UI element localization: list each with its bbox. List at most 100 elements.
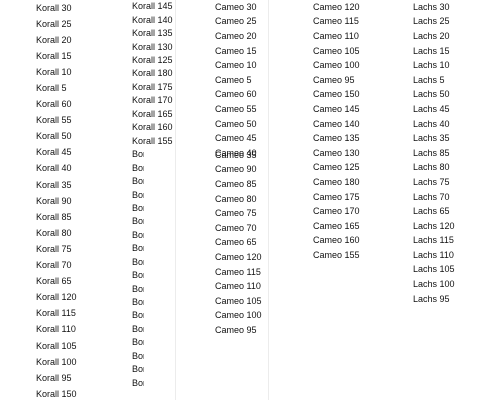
color-swatch-row: Korall 40 (0, 161, 77, 177)
color-swatch-row: Korall 70 (0, 258, 77, 274)
color-label: Cameo 125 (313, 162, 360, 173)
color-label: Korall 150 (36, 388, 77, 399)
color-label: Cameo 115 (215, 266, 261, 277)
color-swatch-row: Cameo 155 (270, 248, 360, 263)
color-swatch-row: Bordeaux 65 (90, 376, 144, 389)
color-swatch-row: Cameo 95 (178, 323, 262, 338)
color-swatch-row: Cameo 130 (270, 146, 360, 161)
color-label: Cameo 25 (215, 16, 257, 27)
color-label: Cameo 120 (313, 1, 360, 12)
color-swatch-row: Lachs 65 (370, 204, 455, 219)
color-swatch-row: Lachs 45 (370, 102, 455, 117)
color-label: Korall 25 (36, 18, 72, 29)
color-label: Korall 135 (132, 28, 173, 39)
color-swatch-row: Bordeaux 30 (90, 148, 144, 161)
color-label: Cameo 70 (215, 222, 257, 233)
color-label: Lachs 95 (413, 293, 450, 304)
color-label: Lachs 5 (413, 74, 445, 85)
color-label: Korall 10 (36, 66, 72, 77)
color-label: Lachs 45 (413, 103, 450, 114)
color-label: Korall 45 (36, 147, 72, 158)
color-swatch-row: Cameo 95 (270, 73, 360, 88)
color-swatch-row: Cameo 120 (270, 0, 360, 15)
color-label: Korall 80 (36, 227, 72, 238)
color-label: Korall 60 (36, 99, 72, 110)
color-label: Lachs 70 (413, 191, 450, 202)
color-swatch-row: Korall 55 (0, 113, 77, 129)
color-swatch-row: Korall 170 (90, 94, 173, 107)
color-label: Lachs 85 (413, 147, 450, 158)
color-swatch-row: Cameo 60 (202, 88, 257, 103)
color-label: Korall 65 (36, 276, 72, 287)
color-label: Korall 115 (36, 308, 76, 319)
color-swatch-row: Korall 25 (0, 16, 77, 32)
color-swatch-row: Korall 140 (90, 13, 173, 26)
color-swatch-row: Cameo 45 (202, 131, 257, 146)
color-label: Bordeaux 50 (132, 256, 144, 267)
color-label: Cameo 60 (215, 89, 257, 100)
color-label: Lachs 30 (413, 1, 450, 12)
color-swatch-row: Lachs 40 (370, 117, 455, 132)
color-label: Bordeaux 55 (132, 243, 144, 254)
color-swatch-row: Cameo 65 (178, 236, 262, 251)
color-label: Cameo 145 (313, 103, 360, 114)
color-label: Cameo 105 (313, 45, 360, 56)
color-label: Korall 165 (132, 108, 173, 119)
color-swatch-row: Bordeaux 55 (90, 242, 144, 255)
color-swatch-row: Korall 85 (0, 209, 77, 225)
color-swatch-row: Cameo 110 (178, 279, 262, 294)
color-label: Cameo 110 (215, 281, 261, 292)
color-swatch-row: Korall 155 (90, 134, 173, 147)
color-label: Korall 15 (36, 50, 72, 61)
color-label: Bordeaux 20 (132, 176, 144, 187)
color-label: Lachs 115 (413, 235, 454, 246)
color-label: Korall 85 (36, 211, 72, 222)
color-label: Lachs 50 (413, 89, 450, 100)
color-swatch-row: Lachs 15 (370, 44, 455, 59)
color-label: Cameo 50 (215, 118, 257, 129)
color-swatch-row: Cameo 10 (202, 58, 257, 73)
color-swatch-row: Lachs 70 (370, 190, 455, 205)
color-swatch-row: Lachs 80 (370, 161, 455, 176)
color-swatch-row: Cameo 30 (202, 0, 257, 15)
color-swatch-row: Korall 20 (0, 32, 77, 48)
color-label: Bordeaux 70 (132, 364, 144, 375)
cameo-muted-swatch-column: Cameo 35 Cameo 90 Cameo 85 Cameo 80 Cameo 75… (178, 148, 262, 338)
color-swatch-row: Korall 105 (0, 338, 77, 354)
color-swatch-row: Cameo 115 (178, 265, 262, 280)
color-label: Lachs 20 (413, 30, 450, 41)
color-swatch-row: Lachs 120 (370, 219, 455, 234)
color-label: Bordeaux 45 (132, 270, 144, 281)
color-label: Cameo 155 (313, 249, 360, 260)
color-swatch-row: Cameo 80 (178, 192, 262, 207)
color-swatch-row: Korall 145 (90, 0, 173, 13)
color-swatch-row: Bordeaux 85 (90, 323, 144, 336)
color-label: Korall 95 (36, 372, 72, 383)
color-swatch-row: Lachs 105 (370, 263, 455, 278)
color-swatch-row: Bordeaux 10 (90, 202, 144, 215)
color-swatch-row: Korall 150 (0, 386, 77, 402)
color-swatch-row: Korall 100 (0, 354, 77, 370)
color-swatch-row: Lachs 30 (370, 0, 455, 15)
color-label: Cameo 55 (215, 103, 257, 114)
color-label: Cameo 100 (215, 310, 262, 321)
color-label: Cameo 115 (313, 16, 359, 27)
color-label: Lachs 80 (413, 162, 450, 173)
color-label: Bordeaux 25 (132, 162, 144, 173)
column-divider (175, 0, 176, 400)
color-swatch-row: Bordeaux 35 (90, 296, 144, 309)
color-label: Cameo 150 (313, 89, 360, 100)
color-label: Cameo 165 (313, 220, 360, 231)
color-swatch-row: Cameo 15 (202, 44, 257, 59)
color-label: Bordeaux 10 (132, 202, 144, 213)
color-label: Korall 175 (132, 81, 173, 92)
color-swatch-row: Cameo 105 (270, 44, 360, 59)
color-swatch-row: Korall 135 (90, 27, 173, 40)
color-label: Bordeaux 90 (132, 310, 144, 321)
color-label: Cameo 160 (313, 235, 360, 246)
color-swatch-row: Lachs 10 (370, 58, 455, 73)
color-swatch-row: Cameo 170 (270, 204, 360, 219)
color-label: Cameo 40 (215, 147, 257, 158)
color-swatch-row: Cameo 100 (270, 58, 360, 73)
color-swatch-row: Korall 80 (0, 225, 77, 241)
